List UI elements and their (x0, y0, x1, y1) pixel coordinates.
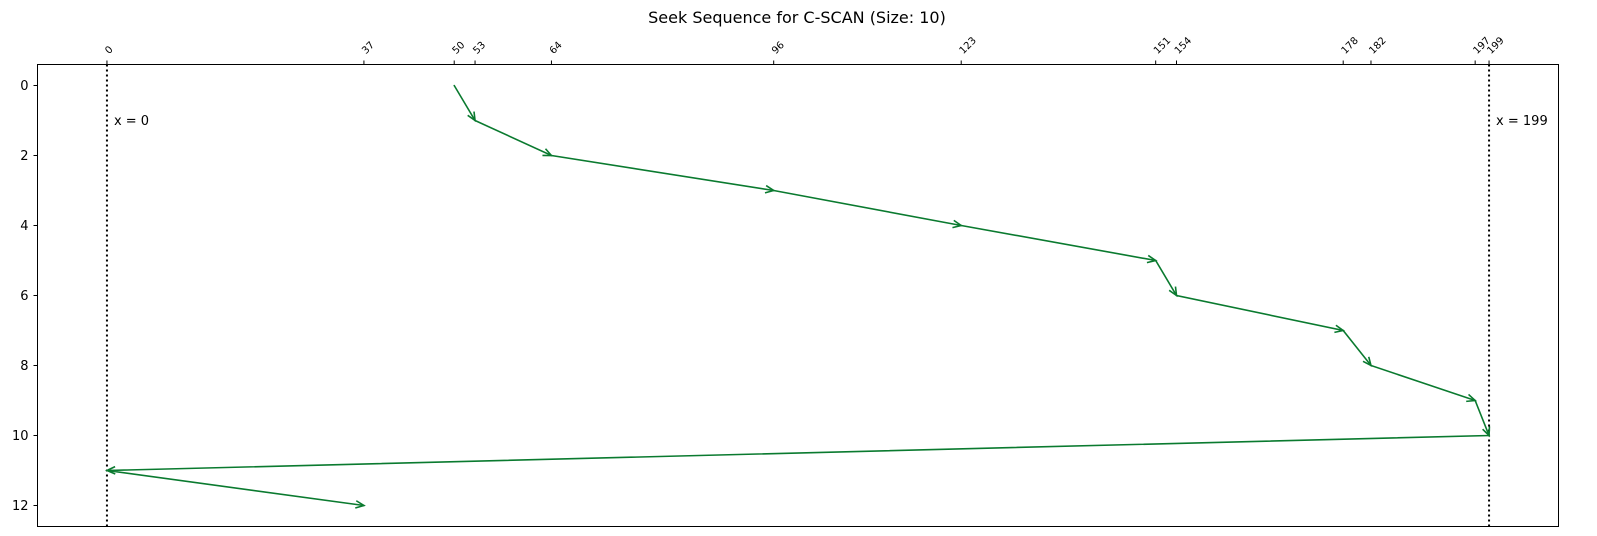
x-tick-label-10: 182 (1367, 35, 1388, 56)
x-tick-label-12: 199 (1485, 35, 1506, 56)
seek-point-5 (1154, 259, 1157, 262)
boundary-lines: x = 0 x = 199 (105, 64, 1548, 527)
seek-point-1 (474, 119, 476, 122)
seek-point-6 (1175, 294, 1178, 297)
x-tick-label-3: 53 (471, 40, 488, 57)
seek-point-3 (772, 189, 775, 192)
boundary-label-1: x = 199 (1496, 114, 1548, 129)
seek-point-7 (1342, 329, 1344, 332)
y-tick-label-5: 10 (12, 429, 29, 444)
y-tick-label-4: 8 (20, 359, 28, 374)
y-tick-label-1: 2 (20, 149, 28, 164)
x-tick-label-8: 154 (1173, 35, 1194, 56)
seek-path (104, 84, 1491, 509)
y-tick-label-6: 12 (12, 499, 29, 514)
seek-point-12 (363, 504, 365, 507)
y-tick-label-0: 0 (20, 79, 28, 94)
x-tick-label-2: 50 (451, 40, 468, 57)
x-tick-label-4: 64 (548, 40, 565, 57)
seek-point-11 (106, 469, 108, 472)
seek-point-4 (960, 224, 963, 227)
plot-frame (37, 64, 1559, 527)
y-tick-label-2: 4 (20, 219, 28, 234)
chart-title: Seek Sequence for C-SCAN (Size: 10) (648, 8, 946, 27)
seek-point-10 (1488, 434, 1490, 437)
x-tick-label-7: 151 (1152, 35, 1173, 56)
x-tick-label-5: 96 (770, 40, 787, 57)
x-tick-label-9: 178 (1340, 35, 1361, 56)
x-tick-label-6: 123 (958, 35, 979, 56)
y-tick-label-3: 6 (20, 289, 28, 304)
seek-point-2 (550, 154, 553, 157)
seek-point-9 (1474, 399, 1476, 402)
y-axis: 0 2 4 6 8 10 12 (12, 79, 38, 514)
x-tick-label-1: 37 (360, 40, 377, 57)
seek-point-8 (1370, 364, 1372, 367)
seek-point-0 (453, 84, 456, 87)
boundary-label-0: x = 0 (114, 114, 149, 129)
x-tick-label-0: 0 (103, 44, 115, 56)
seek-line (106, 85, 1491, 507)
